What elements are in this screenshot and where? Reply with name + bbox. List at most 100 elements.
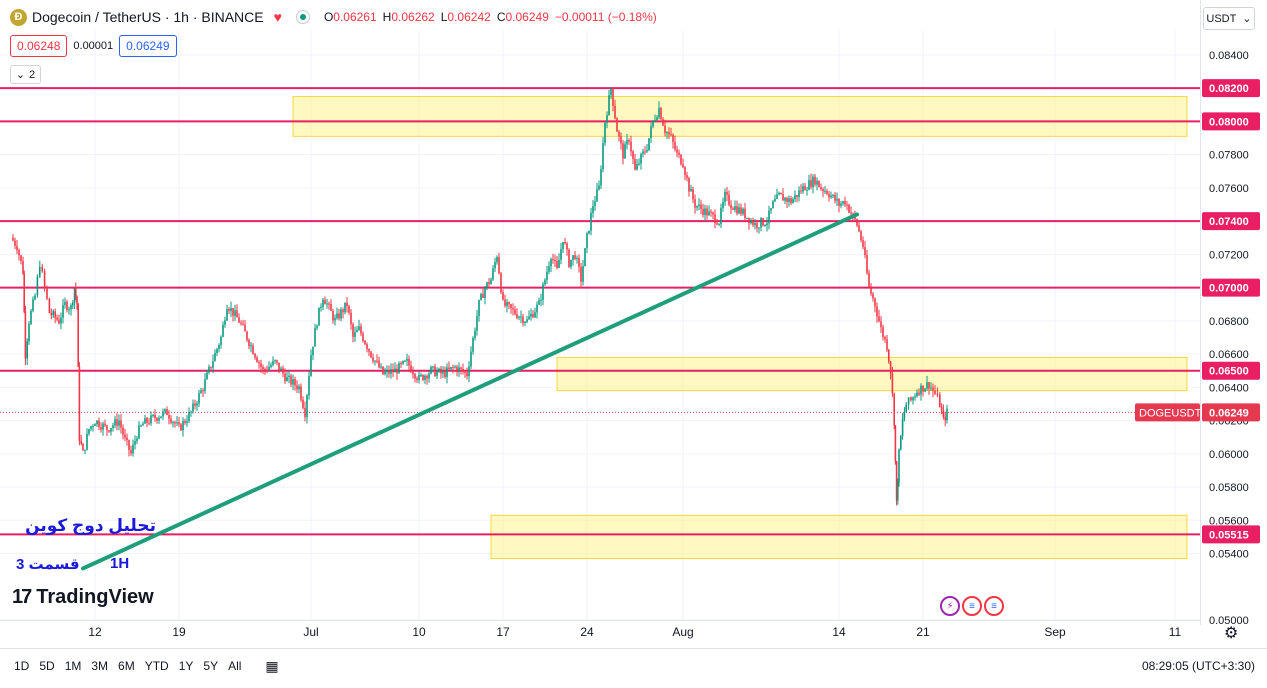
candle-body xyxy=(346,302,348,307)
candle-body xyxy=(314,328,316,347)
tradingview-watermark[interactable]: 17 TradingView xyxy=(12,586,154,609)
price-zone[interactable] xyxy=(292,95,1188,137)
candle-body xyxy=(14,240,16,246)
range-button-6m[interactable]: 6M xyxy=(118,659,135,673)
range-button-1y[interactable]: 1Y xyxy=(178,659,194,673)
range-button-all[interactable]: All xyxy=(228,659,242,673)
candle-body xyxy=(116,419,118,426)
indicators-toggle-button[interactable]: ⌄ 2 xyxy=(10,65,41,84)
range-button-5d[interactable]: 5D xyxy=(39,659,55,673)
candle-body xyxy=(39,266,41,277)
annotation-part: قسمت 3 xyxy=(16,556,80,573)
calendar-icon[interactable]: ▦ xyxy=(265,657,279,674)
candle-body xyxy=(946,408,948,421)
us-flag-event-icon[interactable]: ≡ xyxy=(962,596,982,616)
candle-body xyxy=(378,360,380,368)
candle-body xyxy=(134,441,136,445)
candle-body xyxy=(590,212,592,231)
market-status-icon[interactable] xyxy=(295,10,310,24)
us-flag-event-icon[interactable]: ≡ xyxy=(984,596,1004,616)
range-button-5y[interactable]: 5Y xyxy=(203,659,219,673)
candle-body xyxy=(370,351,372,358)
candle-body xyxy=(562,241,564,250)
level-price-badge xyxy=(1202,212,1260,231)
price-zone[interactable] xyxy=(490,514,1188,560)
heart-icon[interactable]: ♥ xyxy=(273,9,282,25)
sell-button[interactable]: 0.06248 xyxy=(10,35,68,57)
candle-body xyxy=(918,392,920,395)
price-zone[interactable] xyxy=(556,356,1188,392)
candle-body xyxy=(226,309,228,321)
candle-body xyxy=(750,220,752,224)
candle-body xyxy=(182,421,184,431)
buy-button[interactable]: 0.06249 xyxy=(119,35,177,57)
candle-body xyxy=(426,375,428,379)
candle-body xyxy=(412,371,414,375)
y-tick-label: 0.07600 xyxy=(1209,183,1249,195)
candle-body xyxy=(118,420,120,426)
candle-body xyxy=(440,368,442,374)
level-price-label: 0.08000 xyxy=(1209,116,1249,128)
range-button-ytd[interactable]: YTD xyxy=(144,659,169,673)
candle-body xyxy=(218,344,220,349)
currency-selector[interactable]: USDT ⌄ xyxy=(1203,7,1255,30)
candle-body xyxy=(728,194,730,205)
candle-body xyxy=(688,177,690,192)
candle-body xyxy=(158,418,160,421)
candle-body xyxy=(482,293,484,298)
level-price-label: 0.05515 xyxy=(1209,529,1249,541)
candle-body xyxy=(324,299,326,305)
candle-body xyxy=(36,276,39,296)
y-tick-label: 0.05600 xyxy=(1209,515,1249,527)
candle-body xyxy=(108,430,110,432)
chevron-down-icon: ⌄ xyxy=(15,69,26,81)
candle-body xyxy=(232,308,234,316)
x-tick-label: 10 xyxy=(412,625,426,639)
candle-body xyxy=(202,390,204,392)
candle-body xyxy=(762,218,764,226)
candle-body xyxy=(920,385,922,395)
candle-body xyxy=(172,422,174,424)
candle-body xyxy=(312,346,314,356)
candle-body xyxy=(592,206,594,213)
range-button-3m[interactable]: 3M xyxy=(91,659,109,673)
candle-body xyxy=(122,427,124,435)
candle-body xyxy=(500,273,502,293)
candle-body xyxy=(774,199,776,202)
candle-body xyxy=(772,201,774,209)
candle-body xyxy=(320,306,322,308)
candle-body xyxy=(468,366,470,377)
candle-body xyxy=(224,320,226,325)
candle-body xyxy=(836,199,838,201)
candle-body xyxy=(384,372,386,375)
candle-body xyxy=(874,298,876,307)
symbol-title[interactable]: Dogecoin / TetherUS · 1h · BINANCE xyxy=(32,9,264,25)
flash-event-icon[interactable]: ⚡ xyxy=(940,596,960,616)
candle-body xyxy=(400,363,402,365)
candle-body xyxy=(418,375,420,381)
candle-body xyxy=(624,144,626,159)
gear-icon[interactable]: ⚙ xyxy=(1224,625,1239,642)
candle-body xyxy=(684,167,686,176)
candle-body xyxy=(860,231,862,241)
candle-body xyxy=(386,370,388,373)
candle-body xyxy=(934,390,936,394)
candle-body xyxy=(428,373,430,379)
candle-body xyxy=(278,362,280,371)
ohlc-value: 0.06262 xyxy=(391,10,435,24)
candle-body xyxy=(888,349,890,362)
candle-body xyxy=(552,259,554,261)
y-tick-label: 0.05800 xyxy=(1209,482,1249,494)
candle-body xyxy=(726,191,728,195)
range-button-1d[interactable]: 1D xyxy=(14,659,30,673)
candle-body xyxy=(636,164,638,170)
candle-body xyxy=(64,301,66,306)
trendline[interactable] xyxy=(81,212,859,571)
candle-body xyxy=(846,204,848,206)
range-button-1m[interactable]: 1M xyxy=(64,659,82,673)
candle-body xyxy=(584,248,586,267)
candle-body xyxy=(794,195,796,200)
candle-body xyxy=(504,299,506,306)
candle-body xyxy=(236,310,238,318)
